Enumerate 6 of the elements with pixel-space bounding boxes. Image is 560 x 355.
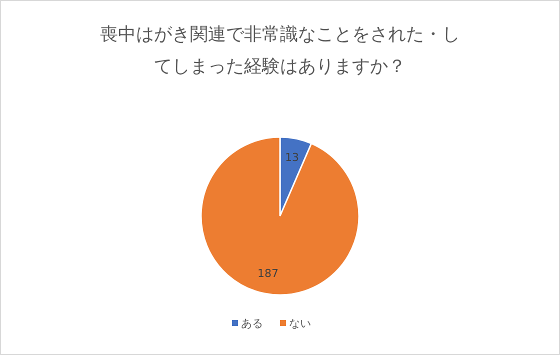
legend-label: ある: [241, 317, 263, 330]
data-label: 187: [257, 267, 278, 280]
chart-title: 喪中はがき関連で非常識なことをされた・してしまった経験はありますか？: [100, 24, 460, 77]
pie-slice: [200, 136, 360, 296]
data-label: 13: [285, 150, 300, 164]
legend-label: ない: [289, 317, 311, 330]
